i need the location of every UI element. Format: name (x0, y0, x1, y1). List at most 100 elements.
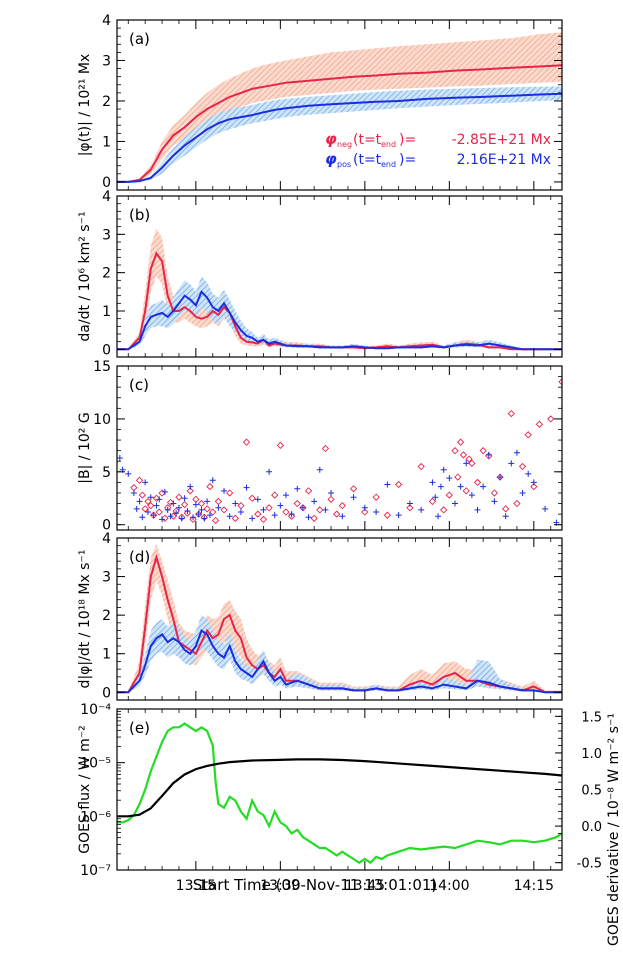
y-tick-label: 15 (93, 359, 111, 375)
point-neg (276, 441, 284, 449)
point-pos (156, 496, 163, 503)
point-pos (485, 451, 492, 458)
point-pos (508, 460, 515, 467)
point-neg (468, 459, 476, 467)
point-pos (198, 506, 205, 513)
point-pos (206, 512, 213, 519)
annotation-symbol: φ (325, 150, 337, 168)
series-line-pos (117, 629, 562, 694)
point-neg (259, 515, 268, 524)
x-tick-label: 14:15 (514, 878, 554, 894)
point-pos (294, 485, 301, 492)
annotation-text: )= (399, 152, 416, 168)
point-pos (237, 509, 244, 516)
point-pos (232, 500, 239, 507)
series-points-neg (130, 378, 562, 525)
x-tick-label: 13:15 (176, 878, 216, 894)
point-neg (502, 505, 510, 513)
point-pos (153, 502, 160, 509)
point-neg (206, 482, 214, 491)
point-pos (513, 449, 520, 456)
point-neg (454, 473, 462, 481)
point-pos (384, 481, 391, 488)
point-neg (490, 489, 499, 497)
y-tick-label: 0 (102, 342, 111, 358)
point-neg (321, 444, 330, 453)
point-pos (178, 515, 185, 522)
point-pos (192, 501, 199, 508)
point-neg (166, 498, 175, 507)
point-neg (197, 499, 206, 508)
point-neg (465, 455, 473, 463)
point-pos (170, 500, 177, 507)
axes-frame (116, 365, 563, 531)
annotation-subscript: end (381, 160, 396, 169)
point-pos (288, 511, 295, 518)
panel-d: 0 1 2 3 4 (d) d|φ|/dt / 10¹⁸ Mx s⁻¹ (77, 531, 563, 701)
point-pos (195, 511, 202, 518)
point-neg (186, 487, 194, 495)
goes-flux-line (117, 758, 562, 818)
x-tick-label: 13:30 (260, 878, 300, 894)
annotation-subscript: neg (337, 140, 352, 149)
point-neg (535, 420, 544, 428)
point-neg (169, 512, 177, 520)
y2-tick-label: 0.5 (581, 784, 602, 799)
point-neg (462, 487, 470, 495)
point-pos (147, 494, 154, 501)
point-pos (271, 512, 278, 519)
y-tick-label: 2 (102, 266, 111, 282)
y-axis-label: d|φ|/dt / 10¹⁸ Mx s⁻¹ (77, 550, 93, 689)
point-neg (220, 506, 228, 514)
y-tick-label: 4 (102, 531, 111, 547)
point-neg (524, 431, 532, 439)
y-tick-label: 10⁻⁷ (80, 863, 111, 879)
point-pos (530, 479, 537, 486)
plot-area (117, 543, 562, 694)
point-pos (226, 513, 233, 520)
point-pos (139, 514, 146, 521)
point-neg (282, 508, 290, 516)
point-pos (181, 495, 188, 502)
point-neg (175, 493, 183, 501)
panel-e: -0.5 0.0 0.5 1.0 1.5 GOES derivative / 10⁻⁸ W… (77, 702, 622, 946)
annotation-neg: φ neg (t=t end)= -2.85E+21 Mx (325, 130, 551, 149)
point-pos (184, 507, 191, 514)
point-neg (428, 497, 437, 506)
y-tick-label: 3 (102, 227, 111, 243)
annotation-value: 2.16E+21 Mx (457, 152, 551, 168)
uncertainty-band-pos (117, 86, 562, 182)
point-pos (144, 509, 151, 516)
point-neg (513, 499, 521, 508)
panel-label: (c) (129, 376, 149, 394)
y-axis-label: GOES flux / W m⁻² (77, 725, 93, 854)
point-neg (141, 505, 149, 513)
series-line-neg (117, 64, 562, 183)
point-pos (322, 506, 329, 513)
point-pos (432, 494, 439, 501)
uncertainty-band-neg (117, 32, 562, 182)
point-pos (497, 474, 504, 481)
point-neg (161, 514, 169, 522)
point-pos (437, 483, 444, 490)
point-pos (463, 460, 470, 467)
axes-frame (116, 195, 563, 358)
point-neg (203, 505, 211, 513)
point-neg (147, 502, 155, 510)
point-pos (215, 504, 222, 511)
y-tick-label: 1 (102, 647, 111, 663)
point-neg (158, 489, 166, 497)
point-pos (299, 504, 306, 511)
panel-label: (a) (129, 30, 150, 48)
point-neg (299, 504, 307, 512)
point-pos (164, 506, 171, 513)
point-pos (243, 484, 250, 491)
point-neg (304, 487, 313, 495)
point-neg (135, 476, 144, 484)
point-neg (130, 484, 138, 492)
point-pos (328, 489, 335, 496)
point-pos (190, 514, 197, 521)
series-points-pos (117, 449, 560, 526)
axes-frame (116, 19, 563, 191)
y-tick-label: 0 (102, 685, 111, 701)
